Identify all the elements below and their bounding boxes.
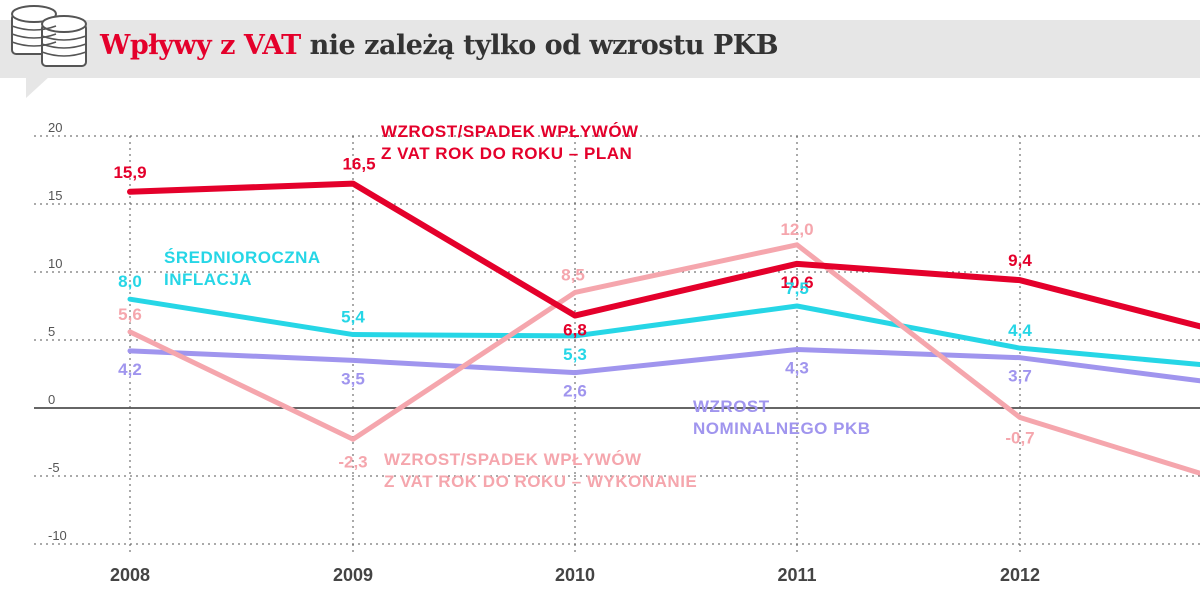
chart-title-highlight: Wpływy z VAT xyxy=(100,30,301,61)
data-label: 15,9 xyxy=(113,163,146,182)
data-label: 2,6 xyxy=(563,382,587,401)
series-name-label: INFLACJA xyxy=(164,270,252,289)
x-tick-label: 2008 xyxy=(110,565,150,585)
data-label: 7,5 xyxy=(785,279,809,298)
y-tick-label: -5 xyxy=(48,460,60,475)
data-label: 8,0 xyxy=(118,272,142,291)
data-label: 4,3 xyxy=(785,359,809,378)
series-line xyxy=(127,180,1200,330)
data-label: 16,5 xyxy=(342,155,375,174)
series-line xyxy=(127,242,1200,476)
data-label: 8,5 xyxy=(561,265,585,284)
series-name-label: Z VAT ROK DO ROKU – WYKONANIE xyxy=(384,472,697,491)
series-name-label: WZROST/SPADEK WPŁYWÓW xyxy=(384,450,642,469)
series-name-label: WZROST xyxy=(693,397,770,416)
header-banner xyxy=(0,20,1200,78)
data-label: 6,8 xyxy=(563,321,587,340)
data-label: 3,7 xyxy=(1008,367,1032,386)
data-label: 9,4 xyxy=(1008,251,1032,270)
series-line xyxy=(127,296,1200,367)
coins-icon xyxy=(11,5,87,67)
header-tail xyxy=(26,76,50,98)
series-name-label: Z VAT ROK DO ROKU – PLAN xyxy=(381,144,632,163)
y-tick-label: 5 xyxy=(48,324,55,339)
y-tick-label: 15 xyxy=(48,188,62,203)
data-label: 4,4 xyxy=(1008,321,1032,340)
data-label: 5,6 xyxy=(118,305,142,324)
x-tick-label: 2011 xyxy=(777,565,816,585)
x-tick-label: 2012 xyxy=(1000,565,1040,585)
y-tick-label: 0 xyxy=(48,392,55,407)
y-tick-label: -10 xyxy=(48,528,67,543)
y-tick-label: 10 xyxy=(48,256,62,271)
x-tick-label: 2009 xyxy=(333,565,373,585)
data-label: 3,5 xyxy=(341,369,365,388)
series-name-label: WZROST/SPADEK WPŁYWÓW xyxy=(381,122,639,141)
data-label: 5,3 xyxy=(563,345,587,364)
series-line xyxy=(127,347,1200,384)
chart-title-rest: nie zależą tylko od wzrostu PKB xyxy=(300,30,779,61)
x-tick-label: 2010 xyxy=(555,565,595,585)
y-tick-label: 20 xyxy=(48,120,62,135)
data-label: 5,4 xyxy=(341,308,365,327)
data-label: 10,6 xyxy=(780,273,813,292)
data-label: -2,3 xyxy=(338,452,367,471)
data-label: 12,0 xyxy=(780,220,813,239)
data-label: -0,7 xyxy=(1005,429,1034,448)
series-name-label: NOMINALNEGO PKB xyxy=(693,419,871,438)
chart-title: Wpływy z VAT nie zależą tylko od wzrostu… xyxy=(100,30,779,61)
series-name-label: ŚREDNIOROCZNA xyxy=(164,248,321,267)
data-label: 4,2 xyxy=(118,360,142,379)
